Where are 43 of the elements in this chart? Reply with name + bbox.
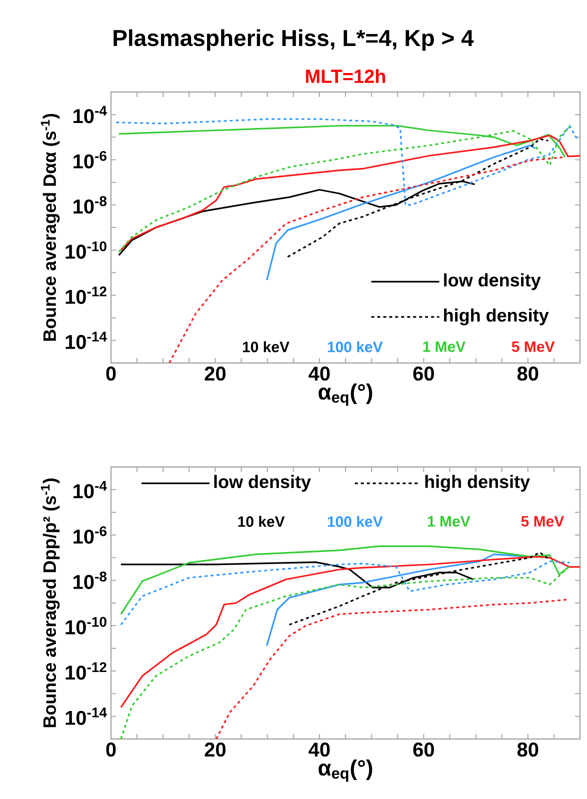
x-tick-label: 20 bbox=[204, 742, 226, 757]
x-tick-label: 60 bbox=[413, 366, 434, 381]
series-label: 1 MeV bbox=[428, 516, 470, 527]
line-series bbox=[120, 556, 580, 708]
x-tick-label: 20 bbox=[204, 366, 226, 381]
y-tick-label: 10$^{-8}$ bbox=[74, 196, 107, 214]
x-tick-label: 40 bbox=[308, 742, 330, 757]
y-tick-label: 10$^{-4}$ bbox=[74, 106, 107, 124]
y-tick-label: 10$^{-10}$ bbox=[66, 616, 106, 634]
y-tick-label: 10$^{-14}$ bbox=[66, 708, 107, 725]
annotation: low density bbox=[214, 474, 311, 492]
text: 100 keV bbox=[328, 341, 383, 352]
text: 10 keV bbox=[238, 516, 285, 527]
annotation: high density bbox=[425, 474, 530, 492]
y-tick-label: 10$^{-12}$ bbox=[66, 286, 106, 304]
chart-title: Plasmaspheric Hiss, L*=4, Kp > 4 bbox=[114, 29, 474, 51]
annotation: high density bbox=[444, 308, 549, 326]
text: 100 keV bbox=[328, 516, 383, 527]
chart-subtitle: MLT=12h bbox=[306, 69, 386, 83]
x-axis-title: α$_{eq}$(°) bbox=[318, 760, 372, 782]
x-axis-title: α$_{eq}$(°) bbox=[318, 384, 372, 406]
x-tick-label: 0 bbox=[106, 366, 116, 381]
y-axis-title: Bounce averaged Dpp/p² (s$^{-1}$) bbox=[40, 478, 60, 728]
y-tick-label: 10$^{-6}$ bbox=[74, 151, 106, 168]
x-tick-label: 80 bbox=[517, 742, 538, 757]
y-axis-title: Bounce averaged Dαα (s$^{-1}$) bbox=[40, 114, 60, 341]
text: 10 keV bbox=[242, 341, 290, 352]
y-tick-label: 10$^{-10}$ bbox=[66, 241, 106, 259]
line-series bbox=[168, 156, 564, 363]
x-tick-label: 80 bbox=[517, 366, 538, 381]
annotation: low density bbox=[444, 273, 541, 290]
y-tick-label: 10$^{-12}$ bbox=[66, 662, 106, 680]
text: 1 MeV bbox=[423, 342, 466, 352]
y-tick-label: 10$^{-4}$ bbox=[74, 481, 107, 498]
line-series bbox=[215, 598, 568, 739]
y-tick-label: 10$^{-8}$ bbox=[74, 572, 107, 590]
y-tick-label: 10$^{-14}$ bbox=[66, 332, 107, 350]
x-tick-label: 0 bbox=[106, 742, 116, 757]
x-tick-label: 60 bbox=[413, 742, 434, 757]
x-tick-label: 40 bbox=[308, 366, 330, 381]
text: 5 MeV bbox=[521, 516, 564, 527]
y-tick-label: 10$^{-6}$ bbox=[74, 526, 106, 544]
text: 5 MeV bbox=[512, 342, 555, 352]
